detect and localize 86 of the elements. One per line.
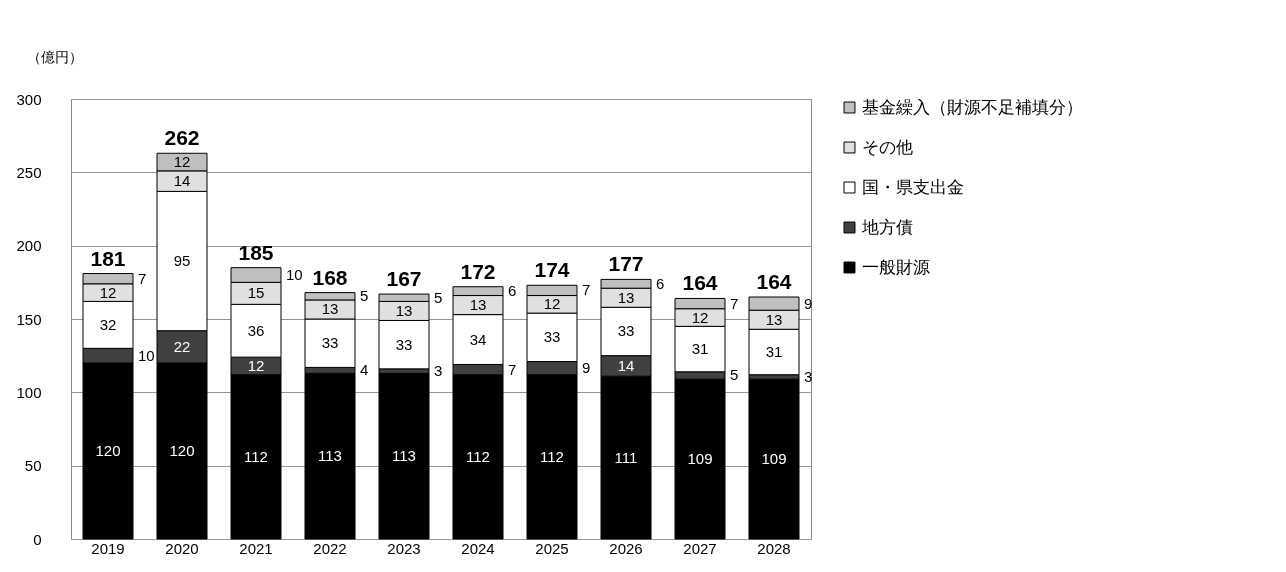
legend-label: 国・県支出金 <box>862 177 964 197</box>
data-label: 6 <box>508 282 517 300</box>
total-label: 167 <box>386 267 422 291</box>
bar <box>304 372 356 540</box>
y-tick-label: 250 <box>16 163 42 181</box>
total-label: 174 <box>534 258 570 282</box>
y-tick-label: 300 <box>16 90 42 108</box>
total-label: 172 <box>460 259 496 283</box>
legend-label: その他 <box>862 137 913 157</box>
data-label: 12 <box>99 283 117 301</box>
data-label: 112 <box>244 447 268 465</box>
data-label: 7 <box>582 281 591 299</box>
total-label: 164 <box>756 270 792 293</box>
data-label: 31 <box>691 340 709 358</box>
data-label: 12 <box>247 356 265 374</box>
y-tick-label: 200 <box>16 237 42 255</box>
data-label: 12 <box>173 153 191 171</box>
data-label: 12 <box>691 308 709 326</box>
data-label: 113 <box>392 447 416 465</box>
legend-label: 一般財源 <box>862 257 930 277</box>
data-label: 5 <box>360 287 369 305</box>
data-label: 10 <box>138 346 155 364</box>
data-label: 95 <box>173 252 191 270</box>
data-label: 112 <box>540 447 564 465</box>
data-label: 12 <box>543 295 561 313</box>
data-label: 109 <box>761 450 787 468</box>
data-label: 33 <box>321 334 339 352</box>
data-label: 111 <box>614 448 638 466</box>
x-tick-label: 2023 <box>387 539 421 557</box>
data-label: 14 <box>617 356 635 374</box>
data-label: 15 <box>247 284 265 302</box>
data-label: 7 <box>730 294 739 312</box>
data-label: 109 <box>687 450 713 468</box>
data-label: 9 <box>804 294 813 312</box>
total-label: 168 <box>312 265 348 289</box>
data-label: 10 <box>286 266 303 283</box>
data-label: 4 <box>360 361 369 379</box>
data-label: 9 <box>582 359 591 377</box>
data-label: 36 <box>247 321 265 339</box>
data-label: 22 <box>173 337 191 355</box>
data-label: 120 <box>95 442 121 459</box>
data-label: 3 <box>804 367 813 385</box>
data-label: 13 <box>469 296 487 314</box>
x-tick-label: 2025 <box>535 539 569 557</box>
data-label: 113 <box>318 447 342 465</box>
y-tick-label: 50 <box>24 457 42 475</box>
y-tick-label: 150 <box>16 310 42 328</box>
legend-label: 地方債 <box>861 217 913 237</box>
data-label: 3 <box>434 362 443 380</box>
data-label: 13 <box>395 301 413 319</box>
x-tick-label: 2021 <box>239 539 273 557</box>
total-label: 262 <box>164 126 200 150</box>
x-tick-label: 2019 <box>91 539 125 557</box>
data-label: 33 <box>543 328 561 346</box>
data-label: 13 <box>765 310 783 328</box>
total-label: 185 <box>238 240 274 264</box>
data-label: 31 <box>765 343 783 360</box>
data-label: 33 <box>617 322 635 340</box>
total-label: 181 <box>90 246 126 270</box>
data-label: 13 <box>617 288 635 306</box>
y-tick-label: 0 <box>33 530 42 548</box>
data-label: 13 <box>321 300 339 318</box>
data-label: 5 <box>434 288 443 306</box>
x-tick-label: 2027 <box>683 539 717 557</box>
data-label: 33 <box>395 335 413 353</box>
bar <box>378 372 430 540</box>
data-label: 6 <box>656 274 665 292</box>
data-label: 120 <box>169 442 195 459</box>
data-label: 32 <box>99 315 117 333</box>
x-tick-label: 2028 <box>757 539 791 557</box>
data-label: 34 <box>469 330 487 348</box>
data-label: 7 <box>138 269 147 287</box>
bar <box>748 378 800 540</box>
x-tick-label: 2026 <box>609 539 643 557</box>
y-tick-label: 100 <box>16 383 42 401</box>
x-tick-label: 2022 <box>313 539 347 557</box>
x-tick-label: 2024 <box>461 539 495 557</box>
data-label: 112 <box>466 447 490 465</box>
total-label: 164 <box>682 271 718 295</box>
x-tick-label: 2020 <box>165 539 199 557</box>
legend-label: 基金繰入（財源不足補填分） <box>862 97 1083 117</box>
data-label: 7 <box>508 360 517 378</box>
data-label: 5 <box>730 366 739 384</box>
y-axis-title: （億円） <box>26 48 83 65</box>
data-label: 14 <box>173 172 191 190</box>
total-label: 177 <box>608 252 644 276</box>
